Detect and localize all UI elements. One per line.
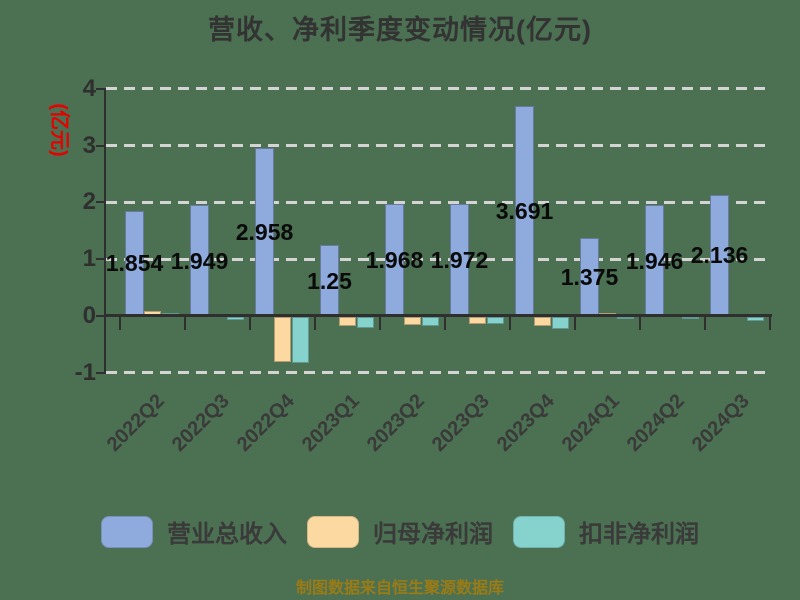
value-label-2022Q2: 1.854 — [105, 250, 164, 277]
x-tick-label-2024Q2: 2024Q2 — [622, 390, 689, 456]
x-tick-10 — [769, 316, 771, 330]
value-label-2024Q3: 2.136 — [690, 242, 749, 269]
legend-swatch-revenue — [101, 515, 153, 548]
x-tick-label-2023Q2: 2023Q2 — [362, 390, 429, 456]
legend-item-net-profit: 归母净利润 — [307, 514, 493, 549]
value-label-2023Q2: 1.968 — [365, 247, 424, 274]
legend: 营业总收入 归母净利润 扣非净利润 — [0, 514, 800, 549]
x-tick-label-2024Q3: 2024Q3 — [687, 390, 754, 456]
x-tick-4 — [379, 316, 381, 330]
y-tick-1 — [96, 258, 104, 261]
gridline-y3 — [106, 144, 772, 148]
legend-label-non-gaap-net-profit: 扣非净利润 — [579, 521, 699, 548]
y-tick-4 — [96, 87, 104, 90]
value-label-2023Q3: 1.972 — [430, 246, 489, 273]
y-tick-label--1: -1 — [74, 358, 96, 386]
legend-swatch-non-gaap-net-profit — [513, 515, 565, 548]
legend-label-net-profit: 归母净利润 — [373, 521, 493, 548]
data-source-note: 制图数据来自恒生聚源数据库 — [295, 580, 504, 597]
legend-label-revenue: 营业总收入 — [167, 521, 287, 548]
x-tick-6 — [509, 316, 511, 330]
x-tick-8 — [639, 316, 641, 330]
value-label-2023Q4: 3.691 — [495, 198, 554, 225]
y-tick-label-3: 3 — [82, 131, 96, 159]
gridline-y2 — [106, 200, 772, 204]
bar-net-profit-2023Q3 — [469, 317, 486, 324]
legend-item-revenue: 营业总收入 — [101, 514, 287, 549]
x-tick-9 — [704, 316, 706, 330]
bar-non-gaap-net-profit-2022Q4 — [292, 317, 309, 363]
value-label-2022Q3: 1.949 — [170, 247, 229, 274]
value-label-2024Q2: 1.946 — [625, 247, 684, 274]
legend-swatch-net-profit — [307, 515, 359, 548]
y-tick-2 — [96, 201, 104, 204]
gridline-y4 — [106, 87, 772, 91]
bar-non-gaap-net-profit-2024Q1 — [617, 317, 634, 319]
bar-net-profit-2022Q4 — [274, 317, 291, 362]
x-tick-1 — [184, 316, 186, 330]
x-tick-label-2023Q3: 2023Q3 — [427, 390, 494, 456]
x-tick-5 — [444, 316, 446, 330]
value-label-2023Q1: 1.25 — [307, 267, 352, 294]
value-label-2024Q1: 1.375 — [560, 263, 619, 290]
bar-net-profit-2023Q2 — [404, 317, 421, 325]
value-label-2022Q4: 2.958 — [235, 218, 294, 245]
y-tick-label-4: 4 — [82, 74, 96, 102]
bar-net-profit-2023Q1 — [339, 317, 356, 327]
x-tick-2 — [249, 316, 251, 330]
chart-title: 营收、净利季度变动情况(亿元) — [208, 15, 592, 45]
bar-non-gaap-net-profit-2023Q4 — [552, 317, 569, 330]
x-axis-line — [104, 314, 772, 317]
bar-non-gaap-net-profit-2023Q3 — [487, 317, 504, 325]
y-tick-0 — [96, 315, 104, 317]
x-tick-label-2022Q4: 2022Q4 — [232, 390, 299, 456]
bar-non-gaap-net-profit-2024Q3 — [747, 317, 764, 321]
gridline-y1 — [106, 257, 772, 261]
bar-non-gaap-net-profit-2022Q3 — [227, 317, 244, 320]
x-tick-label-2022Q2: 2022Q2 — [102, 390, 169, 456]
x-tick-label-2023Q4: 2023Q4 — [492, 390, 559, 456]
bar-non-gaap-net-profit-2024Q2 — [682, 317, 699, 319]
y-axis-line — [104, 88, 106, 374]
bar-net-profit-2023Q4 — [534, 317, 551, 327]
x-tick-label-2022Q3: 2022Q3 — [167, 390, 234, 456]
x-tick-label-2023Q1: 2023Q1 — [297, 390, 364, 456]
y-tick-label-1: 1 — [82, 245, 96, 273]
x-tick-7 — [574, 316, 576, 330]
y-tick-3 — [96, 144, 104, 147]
bar-non-gaap-net-profit-2023Q1 — [357, 317, 374, 328]
y-tick-label-0: 0 — [82, 302, 96, 329]
y-tick-label-2: 2 — [82, 188, 96, 216]
x-tick-0 — [119, 316, 121, 330]
x-tick-label-2024Q1: 2024Q1 — [557, 390, 624, 456]
gridline-y-1 — [106, 371, 772, 375]
x-tick-3 — [314, 316, 316, 330]
legend-item-non-gaap-net-profit: 扣非净利润 — [513, 514, 699, 549]
bar-non-gaap-net-profit-2023Q2 — [422, 317, 439, 327]
y-tick--1 — [96, 371, 104, 374]
